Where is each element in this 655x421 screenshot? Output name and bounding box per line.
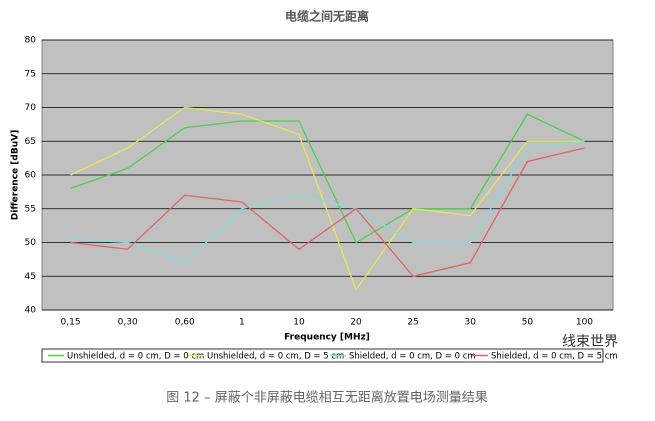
- series-line: [70, 140, 585, 264]
- legend-label: Shielded, d = 0 cm, D = 0 cm: [349, 352, 476, 362]
- y-axis-label: Difference [dBuV]: [11, 130, 21, 220]
- y-tick-label: 80: [25, 36, 37, 46]
- chart-title: 电缆之间无距离: [285, 9, 369, 24]
- legend-label: Shielded, d = 0 cm, D = 5 cm: [491, 352, 618, 362]
- x-tick-label: 50: [522, 318, 534, 328]
- y-tick-label: 65: [25, 137, 36, 147]
- x-tick-label: 1: [239, 318, 245, 328]
- watermark: 线束世界: [562, 334, 618, 350]
- x-tick-label: 0,30: [118, 318, 138, 328]
- x-tick-label: 0,15: [61, 318, 81, 328]
- y-tick-label: 50: [25, 238, 37, 248]
- y-tick-label: 70: [25, 103, 37, 113]
- x-tick-label: 10: [293, 318, 305, 328]
- series-line: [70, 106, 585, 292]
- y-tick-label: 55: [25, 204, 36, 214]
- x-tick-label: 0,60: [175, 318, 195, 328]
- legend-box: [41, 348, 604, 363]
- y-tick-label: 45: [25, 272, 36, 282]
- x-tick-label: 20: [350, 318, 362, 328]
- series-line: [70, 147, 585, 277]
- series-line: [70, 113, 585, 244]
- x-tick-label: 100: [576, 318, 593, 328]
- y-tick-label: 60: [25, 171, 37, 181]
- y-tick-label: 40: [25, 306, 37, 316]
- y-tick-label: 75: [25, 69, 36, 79]
- caption: 图 12 – 屏蔽个非屏蔽电缆相互无距离放置电场测量结果: [166, 390, 487, 406]
- x-tick-label: 30: [465, 318, 477, 328]
- legend-label: Unshielded, d = 0 cm, D = 5 cm: [207, 352, 344, 362]
- legend-label: Unshielded, d = 0 cm, D = 0 cm: [67, 352, 204, 362]
- x-tick-label: 25: [407, 318, 418, 328]
- x-axis-label: Frequency [MHz]: [284, 333, 370, 343]
